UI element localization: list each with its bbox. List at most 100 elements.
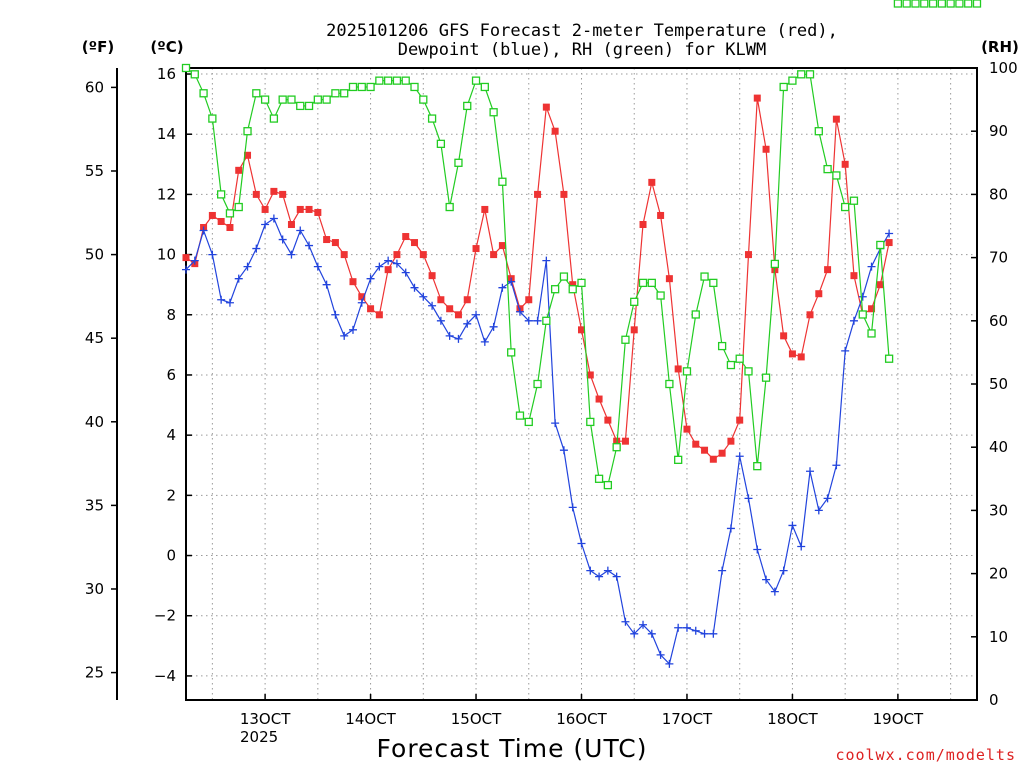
temperature-point [428, 272, 436, 280]
rh-point [841, 202, 850, 212]
dewpoint-point [296, 226, 305, 235]
fahrenheit-tick-label: 40 [85, 413, 104, 431]
temperature-point [692, 440, 700, 448]
temperature-point [578, 326, 585, 334]
rh-point [498, 177, 507, 186]
dewpoint-point [287, 250, 296, 259]
rh-tick-label: 10 [989, 628, 1008, 646]
rh-tick-label: 90 [989, 122, 1008, 140]
temperature-point [419, 251, 427, 259]
dewpoint-point [788, 521, 797, 530]
temperature-point [674, 365, 682, 373]
dewpoint-point [515, 307, 524, 316]
temperature-point [657, 211, 665, 219]
rh-point [217, 190, 226, 199]
rh-point [964, 0, 973, 8]
temperature-point [683, 425, 691, 433]
dewpoint-point [621, 617, 630, 626]
series-dewpoint [182, 214, 894, 668]
celsius-tick-label: −2 [154, 607, 176, 625]
temperature-point [454, 311, 462, 319]
celsius-tick-label: 14 [157, 125, 176, 143]
temperature-point [630, 326, 638, 334]
fahrenheit-tick-label: 35 [85, 496, 104, 514]
temperature-point [868, 305, 876, 313]
rh-tick-label: 20 [989, 565, 1008, 583]
rh-point [682, 367, 692, 376]
rh-point [234, 202, 243, 212]
rh-point [313, 95, 322, 104]
x-tick-label: 14OCT [345, 710, 396, 728]
dewpoint-point [559, 446, 568, 455]
rh-point [524, 417, 533, 427]
rh-point [410, 82, 419, 92]
rh-point [761, 373, 771, 382]
temperature-point [340, 251, 348, 259]
temperature-point [551, 127, 559, 135]
rh-point [665, 379, 674, 389]
rh-point [550, 285, 560, 294]
rh-point [331, 89, 340, 98]
temperature-point [472, 245, 480, 253]
rh-point [691, 310, 700, 319]
rh-point [867, 329, 876, 338]
celsius-tick-label: 4 [166, 426, 176, 444]
rh-point [225, 209, 235, 218]
celsius-tick-label: 12 [157, 185, 176, 203]
rh-point [542, 316, 551, 325]
dewpoint-point [524, 316, 533, 325]
rh-tick-label: 100 [989, 59, 1018, 77]
dewpoint-point [542, 256, 551, 265]
dewpoint-point [348, 325, 357, 334]
dewpoint-point [709, 629, 718, 638]
temperature-point [806, 311, 814, 319]
temperature-point [525, 296, 533, 304]
rh-point [814, 127, 823, 136]
temperature-point [279, 190, 287, 198]
fahrenheit-tick-label: 25 [85, 664, 104, 682]
temperature-point [305, 205, 313, 213]
rh-point [937, 0, 946, 8]
temperature-point [639, 220, 647, 228]
grid-lines [186, 68, 977, 700]
axes [111, 67, 978, 701]
temperature-point [753, 94, 761, 102]
temperature-point [252, 190, 260, 198]
temperature-point [358, 293, 366, 301]
rh-point [392, 76, 402, 85]
dewpoint-point [489, 322, 498, 331]
chart-title-line-1: 2025101206 GFS Forecast 2-meter Temperat… [326, 21, 838, 41]
temperature-point [323, 236, 331, 244]
x-tick-label: 16OCT [556, 710, 607, 728]
celsius-tick-label: 6 [166, 366, 176, 384]
credit-label: coolwx.com/modelts [835, 746, 1016, 764]
dewpoint-point [735, 452, 744, 461]
x-tick-label: 19OCT [873, 710, 924, 728]
dewpoint-point [331, 310, 340, 319]
rh-point [603, 480, 613, 490]
dewpoint-point [401, 268, 410, 277]
dewpoint-point [428, 301, 437, 310]
rh-tick-label: 40 [989, 438, 1008, 456]
temperature-point [296, 205, 304, 213]
dewpoint-point [445, 331, 454, 340]
rh-point [770, 259, 780, 269]
temperature-point [542, 103, 550, 111]
dewpoint-point [858, 292, 867, 301]
rh-point [911, 0, 920, 8]
temperature-point [709, 455, 717, 463]
temperature-point [569, 281, 577, 289]
dewpoint-point [384, 256, 393, 265]
rh-point [436, 139, 446, 148]
rh-tick-label: 0 [989, 691, 999, 709]
rh-tick-label: 60 [989, 312, 1008, 330]
temperature-point [331, 239, 339, 247]
rh-point [427, 114, 437, 123]
temperature-point [736, 416, 744, 424]
temperature-point [621, 437, 629, 445]
rh-point [928, 0, 938, 8]
rh-point [612, 443, 621, 452]
dewpoint-point [357, 298, 366, 307]
dewpoint-point [322, 280, 331, 289]
rh-point [322, 95, 331, 104]
